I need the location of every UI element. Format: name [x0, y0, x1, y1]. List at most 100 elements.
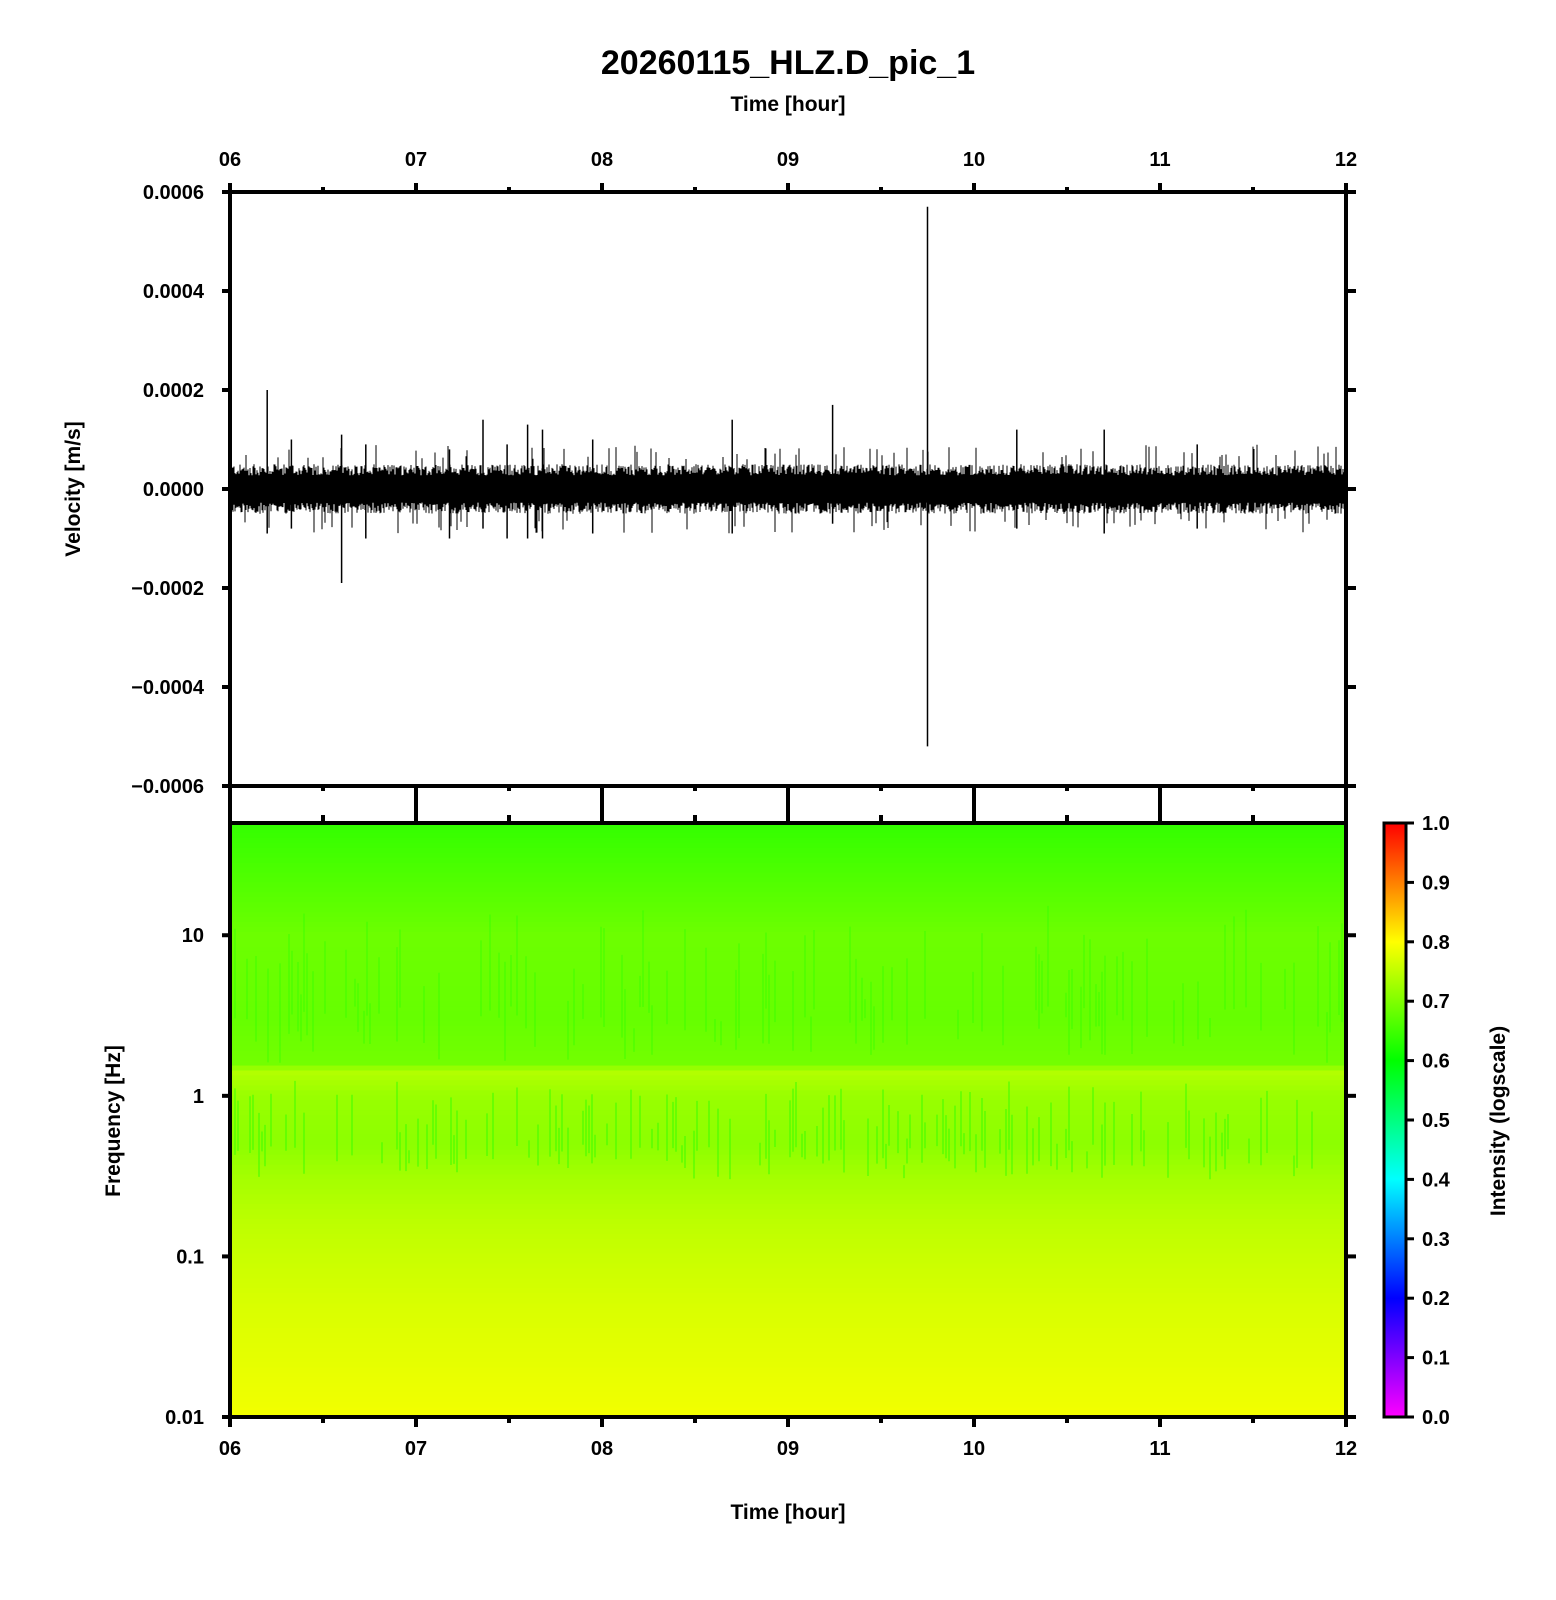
spectrogram-band [230, 1402, 1346, 1408]
waveform-trace [230, 206, 1346, 747]
spectrogram-band [230, 1382, 1346, 1388]
colorbar-tick-label: 0.3 [1422, 1229, 1450, 1251]
spectrogram-band [230, 1159, 1346, 1166]
spectrogram-band [230, 1154, 1346, 1161]
spectrogram-band [230, 991, 1346, 997]
spectrogram-band [230, 1030, 1346, 1037]
spectrogram-band [230, 1337, 1346, 1344]
spectrogram-band [230, 1016, 1346, 1022]
spectrogram-band [230, 936, 1346, 943]
spectrogram-band [230, 1189, 1346, 1195]
spectrogram-band [230, 872, 1346, 879]
colorbar-tick-label: 0.0 [1422, 1407, 1450, 1429]
spectrogram-y-tick-label: 0.01 [165, 1407, 204, 1429]
spectrogram-band [230, 1233, 1346, 1240]
spectrogram-y-tick-label: 1 [193, 1086, 204, 1108]
spectrogram-band [230, 1347, 1346, 1354]
spectrogram-y-tick-label: 10 [182, 925, 204, 947]
bottom-x-tick-label: 07 [405, 1438, 427, 1460]
spectrogram-band [230, 902, 1346, 908]
waveform-y-tick-label: −0.0004 [131, 677, 205, 699]
spectrogram-band [230, 1219, 1346, 1225]
spectrogram-band [230, 1214, 1346, 1220]
waveform-noise-band [230, 444, 1346, 534]
spectrogram-band [230, 922, 1346, 928]
spectrogram-band [230, 971, 1346, 978]
spectrogram-band [230, 1075, 1346, 1081]
waveform-y-axis-label: Velocity [m/s] [62, 421, 85, 556]
top-x-tick-label: 09 [777, 149, 799, 171]
top-x-tick-label: 08 [591, 149, 613, 171]
spectrogram-band [230, 1025, 1346, 1032]
spectrogram-band [230, 931, 1346, 938]
spectrogram-band [230, 1377, 1346, 1383]
spectrogram-band [230, 1318, 1346, 1324]
spectrogram-band [230, 827, 1346, 834]
spectrogram-band [230, 917, 1346, 923]
spectrogram-band [230, 1129, 1346, 1136]
top-x-tick-label: 12 [1335, 149, 1357, 171]
spectrogram-band [230, 976, 1346, 982]
spectrogram-band [230, 1011, 1346, 1017]
spectrogram-band [230, 1313, 1346, 1319]
waveform-panel: 06 07 08 09 10 11 12 0.0006 0.0004 0.0002 0.0000 −0… [62, 149, 1357, 798]
spectrogram-band [230, 1352, 1346, 1359]
spectrogram-band [230, 1372, 1346, 1378]
spectrogram-band [230, 1407, 1346, 1413]
spectrogram-band [230, 1179, 1346, 1185]
colorbar-tick-label: 0.6 [1422, 1051, 1450, 1073]
spectrogram-band [230, 1110, 1346, 1116]
spectrogram-band [230, 1035, 1346, 1042]
spectrogram-band [230, 892, 1346, 898]
spectrogram-band [230, 946, 1346, 953]
spectrogram-band [230, 1050, 1346, 1057]
spectrogram-band [230, 1164, 1346, 1171]
spectrogram-band [230, 951, 1346, 958]
spectrogram-band [230, 1253, 1346, 1260]
spectrogram-band [230, 1322, 1346, 1329]
spectrogram-band [230, 1357, 1346, 1364]
spectrogram-axes: 06 07 08 09 10 11 12 10 1 0.1 0.01 [165, 789, 1357, 1460]
spectrogram-band [230, 1392, 1346, 1398]
spectrogram-band [230, 1184, 1346, 1190]
bottom-x-tick-label: 09 [777, 1438, 799, 1460]
colorbar-tick-label: 0.5 [1422, 1110, 1450, 1132]
spectrogram-band [230, 1342, 1346, 1349]
spectrogram-band [230, 1040, 1346, 1047]
spectrogram-band [230, 1080, 1346, 1086]
spectrogram-band [230, 1134, 1346, 1141]
spectrogram-band [230, 1228, 1346, 1235]
spectrogram-band [230, 1085, 1346, 1091]
spectrogram-y-axis-label: Frequency [Hz] [102, 1045, 125, 1197]
spectrogram-band [230, 1001, 1346, 1007]
spectrogram-band [230, 1248, 1346, 1255]
spectrogram-band [230, 1070, 1346, 1077]
spectrogram-band [230, 1238, 1346, 1245]
spectrogram-band [230, 1293, 1346, 1299]
spectrogram-band [230, 1367, 1346, 1374]
spectrogram-band [230, 862, 1346, 869]
spectrogram-band [230, 1199, 1346, 1205]
spectrogram-band [230, 1283, 1346, 1289]
spectrogram-band [230, 897, 1346, 903]
spectrogram-band [230, 1298, 1346, 1304]
spectrogram-band [230, 832, 1346, 839]
spectrogram-band [230, 986, 1346, 992]
spectrogram-band [230, 912, 1346, 918]
bottom-x-axis-label: Time [hour] [730, 1501, 845, 1524]
spectrogram-band [230, 857, 1346, 864]
chart-title: 20260115_HLZ.D_pic_1 [601, 44, 975, 82]
spectrogram-band [230, 1204, 1346, 1210]
spectrogram-band [230, 1060, 1346, 1067]
colorbar-tick-label: 0.8 [1422, 932, 1450, 954]
spectrogram-band [230, 1278, 1346, 1284]
spectrogram-band [230, 1105, 1346, 1111]
spectrogram-band [230, 867, 1346, 874]
spectrogram-heatmap [230, 823, 1346, 1418]
colorbar-tick-label: 1.0 [1422, 813, 1450, 835]
waveform-y-tick-label: 0.0002 [143, 380, 204, 402]
spectrogram-band [230, 1397, 1346, 1403]
spectrogram-band [230, 1055, 1346, 1062]
